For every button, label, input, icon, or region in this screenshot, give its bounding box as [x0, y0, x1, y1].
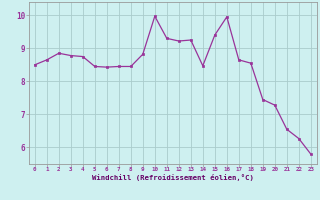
X-axis label: Windchill (Refroidissement éolien,°C): Windchill (Refroidissement éolien,°C) [92, 174, 254, 181]
